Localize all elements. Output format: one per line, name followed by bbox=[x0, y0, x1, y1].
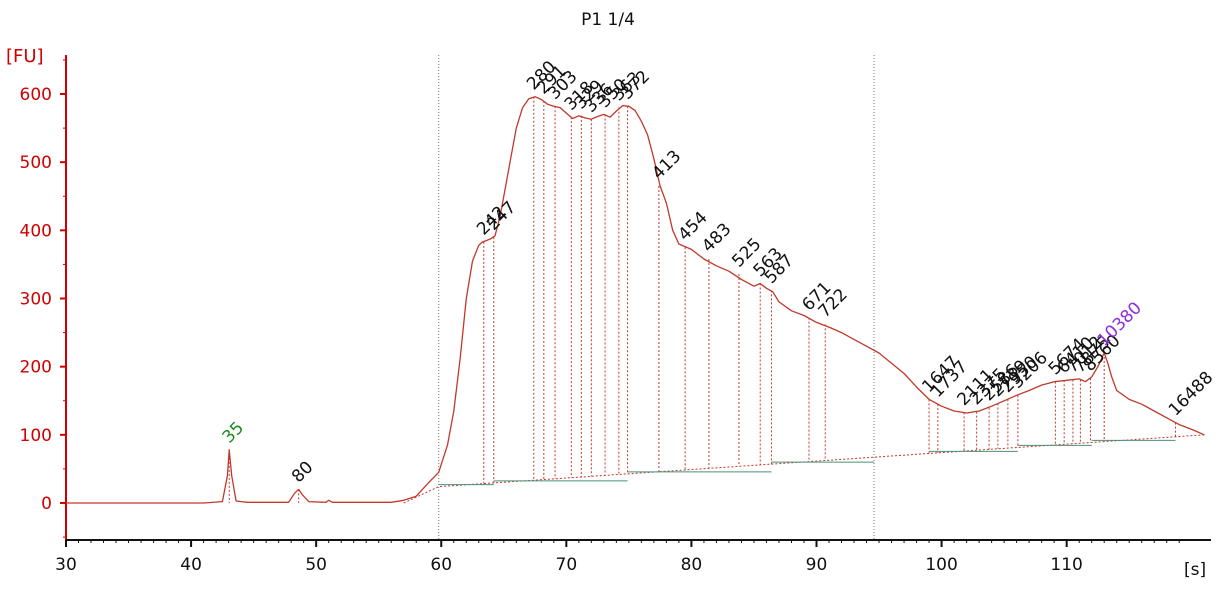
x-tick-label: 100 bbox=[925, 555, 957, 575]
x-axis-unit: [s] bbox=[1184, 560, 1207, 580]
y-tick-label: 600 bbox=[20, 85, 52, 105]
y-tick-label: 0 bbox=[41, 494, 52, 514]
baseline bbox=[403, 434, 1205, 504]
x-tick-label: 110 bbox=[1050, 555, 1082, 575]
peak-label: 413 bbox=[648, 146, 685, 183]
y-tick-label: 500 bbox=[20, 153, 52, 173]
baseline-line bbox=[403, 434, 1205, 504]
y-tick-label: 300 bbox=[20, 290, 52, 310]
x-tick-label: 90 bbox=[806, 555, 828, 575]
x-tick-label: 30 bbox=[55, 555, 77, 575]
peak-label: 35 bbox=[219, 418, 248, 447]
peak-label: 80 bbox=[288, 457, 317, 486]
peak-labels: 3580242247280291303318329336350363372413… bbox=[219, 57, 1216, 487]
x-tick-label: 50 bbox=[305, 555, 327, 575]
x-tick-label: 40 bbox=[180, 555, 202, 575]
peak-label: 16488 bbox=[1165, 368, 1216, 420]
y-axis-unit: [FU] bbox=[6, 46, 44, 67]
x-tick-label: 70 bbox=[556, 555, 578, 575]
y-tick-label: 200 bbox=[20, 358, 52, 378]
chart-title: P1 1/4 bbox=[581, 10, 635, 30]
axes: 0 100 200 300 400 500 600 30 40 50 60 70 80 90 100 110 bbox=[20, 55, 1211, 575]
x-tick-label: 60 bbox=[430, 555, 452, 575]
y-tick-label: 100 bbox=[20, 426, 52, 446]
x-tick-label: 80 bbox=[681, 555, 703, 575]
peak-drop-lines bbox=[228, 96, 1176, 503]
trace-line bbox=[66, 96, 1205, 504]
y-tick-label: 400 bbox=[20, 221, 52, 241]
trace bbox=[66, 96, 1205, 504]
